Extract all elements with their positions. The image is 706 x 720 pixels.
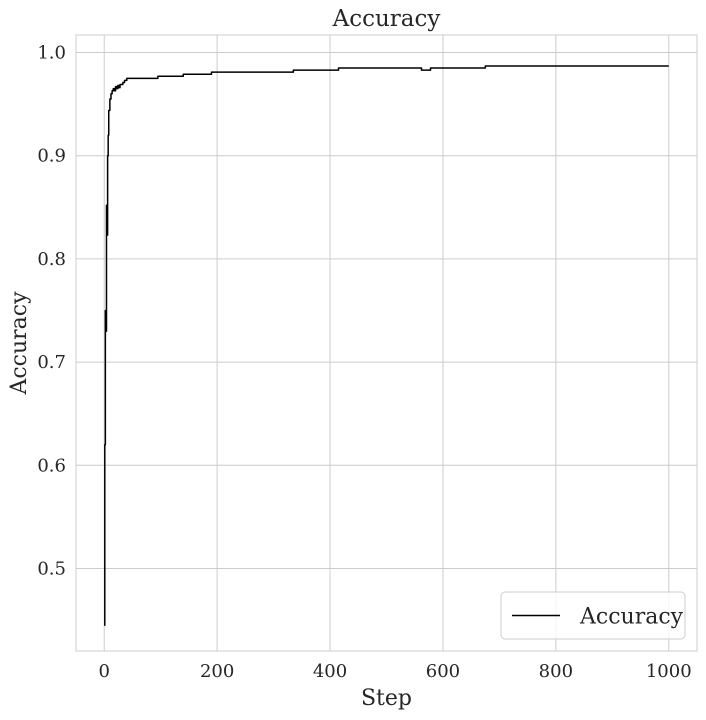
legend-box	[500, 591, 686, 640]
y-tick-label: 0.9	[37, 146, 66, 167]
plot-frame	[75, 34, 698, 652]
y-tick-label: 1.0	[37, 43, 66, 64]
series-layer	[104, 65, 669, 626]
x-tick-label: 200	[200, 661, 234, 682]
y-tick-label: 0.8	[37, 249, 66, 270]
y-axis-label: Accuracy	[7, 291, 32, 396]
x-tick-label: 600	[426, 661, 460, 682]
legend: Accuracy	[500, 591, 686, 640]
x-axis-ticks: 0 200 400 600 800 1000	[99, 661, 692, 682]
legend-label-accuracy: Accuracy	[579, 605, 684, 630]
grid	[76, 35, 697, 651]
y-axis-ticks: 0.5 0.6 0.7 0.8 0.9 1.0	[37, 43, 66, 580]
x-axis-label: Step	[361, 686, 412, 711]
chart-title: Accuracy	[332, 6, 441, 32]
x-tick-label: 800	[539, 661, 573, 682]
series-line-accuracy	[104, 65, 669, 626]
y-tick-label: 0.7	[37, 352, 66, 373]
x-tick-label: 0	[99, 661, 110, 682]
y-tick-label: 0.6	[37, 455, 66, 476]
x-tick-label: 1000	[646, 661, 692, 682]
x-tick-label: 400	[313, 661, 347, 682]
y-tick-label: 0.5	[37, 558, 66, 579]
